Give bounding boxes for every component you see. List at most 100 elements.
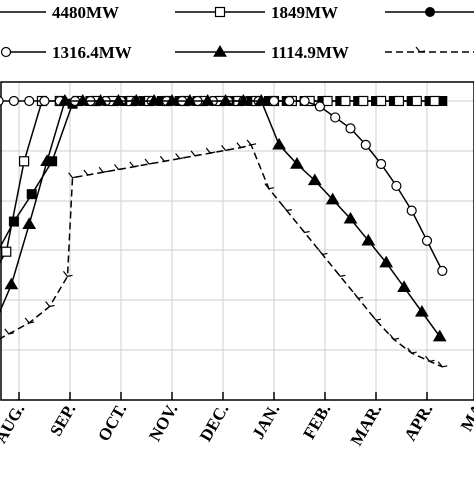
legend-marker (425, 7, 435, 17)
series-line (0, 143, 443, 368)
data-point (314, 101, 325, 112)
data-point (406, 205, 417, 216)
data-point (24, 95, 35, 107)
data-point (218, 94, 233, 106)
x-tick-label: JAN. (248, 401, 283, 443)
data-point (371, 314, 382, 321)
legend-marker (214, 6, 226, 18)
data-point (98, 166, 109, 173)
data-point (391, 180, 402, 192)
data-point (19, 156, 30, 167)
data-point (182, 94, 197, 106)
x-tick-label: AUG. (0, 401, 28, 447)
data-point (284, 95, 295, 107)
x-tick-label: APR. (400, 401, 436, 444)
data-point (246, 139, 257, 146)
series-layer (0, 94, 448, 368)
data-point (415, 304, 429, 317)
legend-label: 4480MW (52, 3, 119, 22)
data-point (340, 95, 351, 107)
data-point (221, 144, 231, 151)
data-point (299, 95, 310, 107)
data-point (83, 169, 93, 176)
data-point (379, 255, 394, 268)
data-point (425, 355, 435, 362)
data-point (75, 94, 90, 106)
data-point (300, 227, 310, 234)
data-point (358, 95, 369, 107)
data-point (113, 164, 124, 171)
data-point (330, 112, 341, 123)
data-point (26, 189, 37, 200)
legend-marker (0, 46, 12, 58)
x-tick-label: NOV. (145, 401, 181, 445)
grid (0, 82, 474, 400)
data-point (282, 205, 292, 212)
data-point (24, 317, 35, 324)
data-point (290, 157, 304, 169)
legend-label: 1849MW (271, 3, 338, 22)
data-point (360, 139, 371, 150)
data-point (389, 334, 399, 341)
data-point (397, 280, 411, 293)
data-point (68, 172, 78, 179)
data-point (93, 94, 108, 106)
data-point (45, 301, 55, 308)
data-point (264, 183, 275, 190)
data-point (343, 211, 358, 224)
data-point (62, 270, 73, 278)
data-point (429, 95, 440, 107)
data-point (393, 95, 405, 107)
x-tick-label: DEC. (196, 401, 233, 445)
data-point (39, 95, 50, 107)
data-point (317, 249, 328, 256)
x-tick-label: MA (457, 400, 474, 435)
data-point (4, 328, 14, 335)
data-point (432, 329, 447, 342)
data-point (345, 123, 356, 134)
data-point (200, 94, 215, 106)
legend-label: 1316.4MW (52, 43, 132, 62)
data-point (268, 95, 280, 107)
data-point (411, 95, 422, 107)
data-point (8, 95, 19, 107)
data-point (1, 246, 12, 257)
data-point (165, 94, 179, 106)
data-point (175, 153, 185, 160)
data-point (40, 154, 54, 166)
x-tick-label: OCT. (94, 401, 130, 445)
data-point (129, 94, 144, 106)
series-5 (0, 139, 448, 368)
data-point (325, 192, 340, 205)
data-point (236, 94, 251, 106)
data-point (8, 216, 19, 227)
data-point (205, 147, 216, 154)
legend-marker (213, 45, 227, 57)
data-point (407, 347, 417, 354)
series-line (0, 100, 441, 338)
data-point (376, 95, 387, 107)
legend-marker (415, 46, 426, 53)
data-point (22, 217, 37, 229)
x-tick-label: FEB. (299, 401, 334, 443)
data-point (236, 142, 246, 149)
data-point (272, 137, 286, 150)
series-2 (0, 95, 440, 264)
legend-label: 1114.9MW (271, 43, 349, 62)
plot-border (0, 81, 474, 401)
data-point (0, 96, 4, 106)
data-point (322, 95, 333, 107)
data-point (111, 94, 126, 106)
series-4 (0, 94, 447, 342)
x-tick-label: SEP. (46, 401, 79, 440)
data-point (190, 150, 201, 157)
data-point (254, 94, 269, 106)
data-point (335, 270, 346, 278)
data-point (437, 265, 448, 276)
data-point (421, 235, 433, 246)
data-point (376, 158, 387, 170)
series-line (0, 100, 435, 264)
data-point (147, 94, 162, 106)
